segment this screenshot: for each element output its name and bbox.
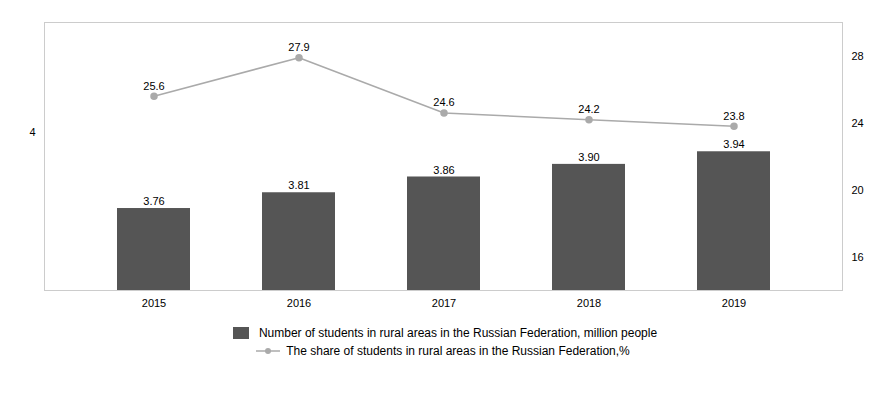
svg-text:2016: 2016 [287,297,311,309]
svg-text:3.94: 3.94 [723,138,744,150]
svg-text:16: 16 [852,251,864,263]
svg-text:2017: 2017 [432,297,456,309]
html-text:Number of students in rural ar: Number of students in rural areas in the… [258,326,658,340]
svg-text:2019: 2019 [722,297,746,309]
svg-text:27.9: 27.9 [288,41,309,53]
svg-text:24.6: 24.6 [433,96,454,108]
svg-text:3.81: 3.81 [288,179,309,191]
svg-text:23.8: 23.8 [723,110,744,122]
svg-text:24: 24 [852,117,864,129]
svg-text:20: 20 [852,184,864,196]
svg-text:3.90: 3.90 [578,151,599,163]
svg-text:2018: 2018 [577,297,601,309]
svg-text:2015: 2015 [142,297,166,309]
svg-text:24.2: 24.2 [578,103,599,115]
svg-text:4: 4 [29,126,35,138]
html-text:The share of students in rural: The share of students in rural areas in … [286,344,630,358]
svg-text:28: 28 [852,50,864,62]
svg-text:25.6: 25.6 [143,80,164,92]
svg-text:3.86: 3.86 [433,164,454,176]
svg-text:3.76: 3.76 [143,195,164,207]
